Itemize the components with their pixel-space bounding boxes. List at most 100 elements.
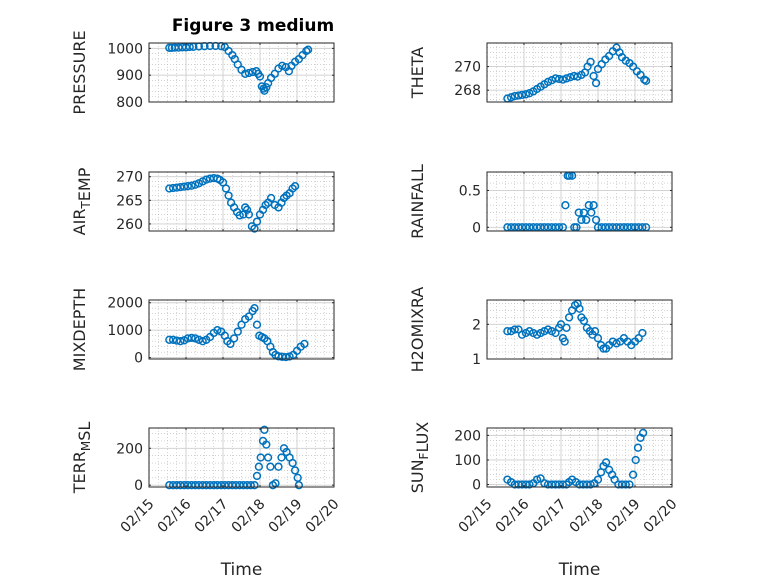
data-point [277,453,286,462]
y-axis-label: MIXDEPTH [70,288,89,371]
data-point [586,57,595,67]
y-tick-label: 200 [116,441,143,457]
data-point [558,75,568,84]
data-point [274,462,283,471]
y-tick-label: 0 [472,478,481,494]
y-axis-label-subscript: M [79,441,93,451]
y-tick-label: 1000 [107,41,143,57]
data-point [244,312,254,321]
data-point [187,181,196,190]
axes-box [486,42,673,103]
data-point [233,327,242,336]
y-tick-label: 265 [116,193,143,209]
data-point [278,61,287,70]
data-point [221,184,231,193]
data-point [250,224,259,233]
data-point [290,182,300,191]
data-point [579,316,589,325]
x-axis-label: Time [220,560,263,580]
data-point [633,443,643,452]
data-point [224,191,233,200]
data-point [543,77,553,87]
data-point [303,45,313,54]
data-point [589,201,598,210]
data-point [561,201,570,210]
data-point [165,335,174,344]
data-point [521,90,531,99]
data-point [229,334,239,343]
data-point [582,215,591,225]
y-axis-label-part: SUN [408,459,427,493]
data-point [250,481,259,490]
x-axis-label: Time [558,560,601,580]
plot-area [149,300,334,359]
y-tick-label: 800 [116,95,143,111]
y-axis-label-part: H2OMIXRA [408,287,427,373]
y-tick-label: 1000 [107,323,143,339]
data-point [503,327,512,336]
y-axis-label: H2OMIXRA [408,287,427,373]
data-point [235,211,244,220]
subplot-2: 268 270 THETA [408,42,673,103]
data-point [584,201,593,210]
data-point [591,215,601,225]
data-point [532,475,542,484]
y-tick-label: 0 [134,478,143,494]
subplot-3: 260 265 270 AIRTEMP [70,167,335,235]
data-point [266,193,276,203]
data-point [241,69,250,78]
data-point [575,304,584,313]
data-point [621,480,630,489]
data-point [288,458,297,468]
data-point [302,46,311,56]
data-point [237,320,246,329]
y-tick-label: 100 [454,453,481,469]
y-axis-label-part: THETA [408,47,427,99]
y-axis-label: THETA [408,47,427,99]
y-axis-label: AIRTEMP [70,167,94,235]
data-point [165,184,174,193]
y-axis-label: PRESSURE [70,30,89,114]
axes-box [148,42,335,103]
data-point [185,42,194,52]
axes-box [486,171,673,232]
y-axis-label-part: SL [75,422,94,441]
y-tick-label: 0.5 [459,183,481,199]
data-point [521,480,531,489]
data-point [233,60,242,69]
y-axis-label-part: AIR [70,209,89,236]
y-tick-label: 1 [472,352,481,368]
y-axis-label: RAINFALL [408,164,427,239]
data-point [226,339,235,349]
data-point [591,78,601,88]
y-tick-label: 0 [134,351,143,367]
data-point [582,480,592,489]
y-tick-label: 900 [116,68,143,84]
data-point [165,43,174,52]
data-point [577,215,586,225]
data-point [506,93,516,102]
data-point [625,480,634,489]
y-tick-label: 2000 [107,296,143,312]
data-point [628,470,638,479]
data-point [543,325,553,334]
data-point [183,182,192,191]
data-point [176,337,185,346]
data-point [262,440,271,449]
subplot-5: 0 1000 2000 MIXDEPTH [70,288,335,371]
data-point [590,327,600,336]
axes-box [148,427,335,488]
data-point [638,328,647,338]
y-tick-label: 270 [454,60,481,76]
data-point [242,205,252,214]
y-axis-label-part: MIXDEPTH [70,288,89,371]
data-point [601,458,611,467]
data-point [564,313,574,322]
axes-box [148,171,335,232]
y-axis-label-part: PRESSURE [70,30,89,114]
y-tick-label: 260 [116,217,143,233]
data-point [510,325,519,334]
data-point [288,184,297,193]
data-point [631,455,640,465]
